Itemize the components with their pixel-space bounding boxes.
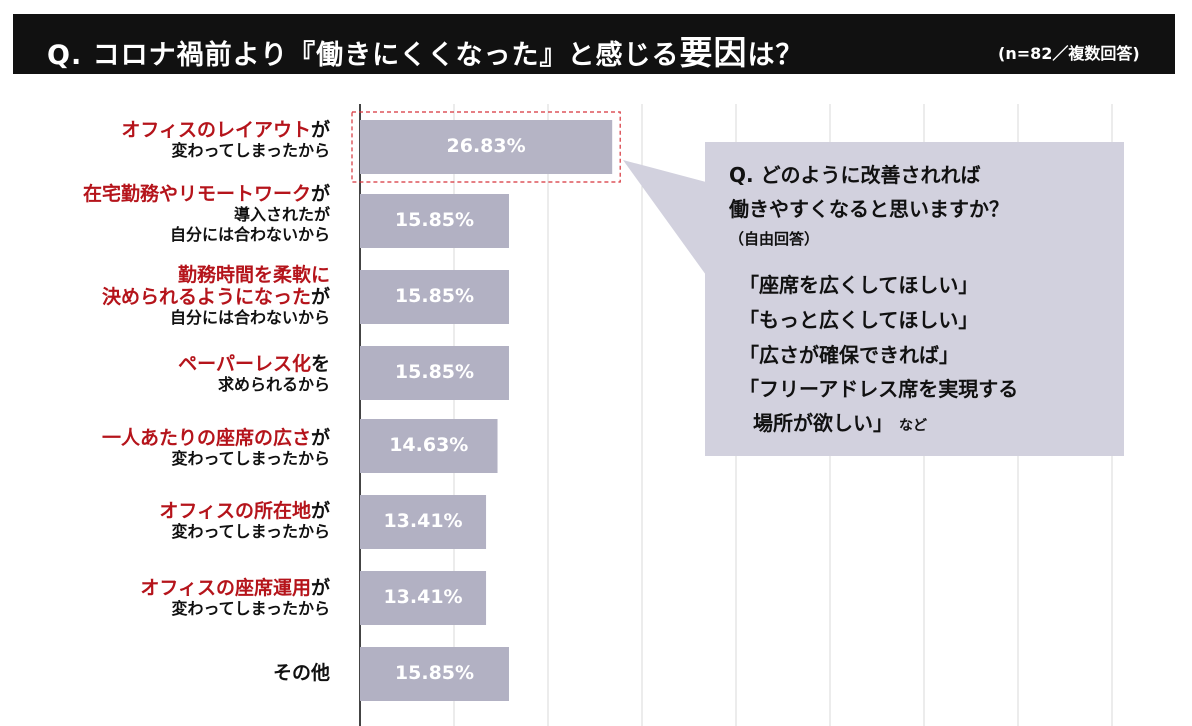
category-label-1: 在宅勤務やリモートワークが 導入されたが 自分には合わないから (83, 183, 330, 245)
category-label-1-line2: 導入されたが (233, 205, 330, 224)
category-label-6-black: が (310, 577, 330, 599)
category-label-6-red: オフィスの座席運用 (140, 577, 311, 599)
callout-answer-3: 「フリーアドレス席を実現する (739, 377, 1019, 401)
bar-6 (360, 571, 487, 625)
category-label-1-red: 在宅勤務やリモートワーク (82, 183, 311, 205)
category-label-6-line2: 変わってしまったから (171, 599, 330, 618)
callout-answer-last: 場所が欲しい」 (753, 411, 893, 435)
bar-3 (360, 346, 509, 400)
bar-4 (360, 419, 498, 473)
bar-5 (360, 495, 487, 549)
category-label-0-line2: 変わってしまったから (171, 141, 330, 160)
category-label-3-line2: 求められるから (217, 375, 330, 394)
category-label-1-line3: 自分には合わないから (169, 225, 330, 244)
category-label-3-red: ペーパーレス化 (178, 353, 311, 375)
category-label-2-red: 勤務時間を柔軟に (177, 264, 330, 286)
category-label-0: オフィスのレイアウトが 変わってしまったから (121, 119, 330, 161)
category-label-0-black: が (310, 119, 330, 141)
callout-answer-4: 場所が欲しい」 など (753, 408, 927, 441)
category-label-4: 一人あたりの座席の広さが 変わってしまったから (102, 427, 330, 469)
bar-value-label-3: 15.85% (394, 361, 475, 383)
bar-value-label-7: 15.85% (394, 662, 475, 684)
bar-value-label-2: 15.85% (394, 285, 475, 307)
bar-7 (360, 647, 509, 701)
bar-0 (360, 120, 613, 174)
category-label-4-black: が (310, 427, 330, 449)
title-prefix: Q. コロナ禍前より『働きにくくなった』と感じる (47, 40, 680, 71)
title-emphasis: 要因 (679, 33, 748, 72)
callout-question-note: （自由回答） (729, 230, 820, 248)
bar-value-label-4: 14.63% (389, 434, 469, 456)
chart-title: Q. コロナ禍前より『働きにくくなった』と感じる要因は？ (47, 26, 804, 74)
category-label-6: オフィスの座席運用が 変わってしまったから (140, 577, 330, 619)
bar-1 (360, 194, 509, 248)
bar-value-label-0: 26.83% (446, 135, 526, 157)
category-label-5-line2: 変わってしまったから (171, 522, 330, 541)
callout-answer-1: 「もっと広くしてほしい」 (739, 308, 979, 332)
callout-question-line1: Q. どのように改善されれば (729, 163, 981, 187)
category-label-2-red-b: 決められるようになった (101, 286, 311, 308)
bar-2 (360, 270, 509, 324)
highlight-frame (351, 111, 621, 183)
category-label-7-black: その他 (272, 662, 330, 684)
category-label-4-red: 一人あたりの座席の広さ (101, 427, 311, 449)
category-label-3: ペーパーレス化を 求められるから (178, 353, 330, 395)
category-label-5-red: オフィスの所在地 (159, 500, 311, 522)
category-label-4-line2: 変わってしまったから (171, 449, 330, 468)
category-label-5: オフィスの所在地が 変わってしまったから (159, 500, 330, 542)
bar-value-label-1: 15.85% (394, 209, 475, 231)
category-label-7: その他 (273, 662, 330, 684)
category-label-3-black: を (310, 353, 330, 375)
category-label-2: 勤務時間を柔軟に 決められるようになったが 自分には合わないから (102, 264, 330, 328)
category-label-2-line2: 自分には合わないから (169, 308, 330, 327)
callout-answer-suffix: など (899, 418, 927, 434)
title-suffix: は？ (747, 40, 804, 71)
bar-value-label-5: 13.41% (383, 510, 463, 532)
callout-box: Q. どのように改善されれば 働きやすくなると思いますか？ （自由回答） 「座席… (705, 142, 1124, 456)
category-label-0-red: オフィスのレイアウト (121, 119, 311, 141)
callout-answer-2: 「広さが確保できれば」 (739, 343, 959, 367)
title-bar: Q. コロナ禍前より『働きにくくなった』と感じる要因は？ (n=82／複数回答) (13, 14, 1175, 74)
bar-value-label-6: 13.41% (383, 586, 463, 608)
category-label-5-black: が (310, 500, 330, 522)
sample-note: (n=82／複数回答) (998, 44, 1140, 63)
category-label-2-black-b: が (310, 286, 330, 308)
category-label-1-black: が (310, 183, 330, 205)
callout-answer-0: 「座席を広くしてほしい」 (739, 273, 979, 297)
callout-question-line2: 働きやすくなると思いますか？ (729, 197, 1009, 221)
